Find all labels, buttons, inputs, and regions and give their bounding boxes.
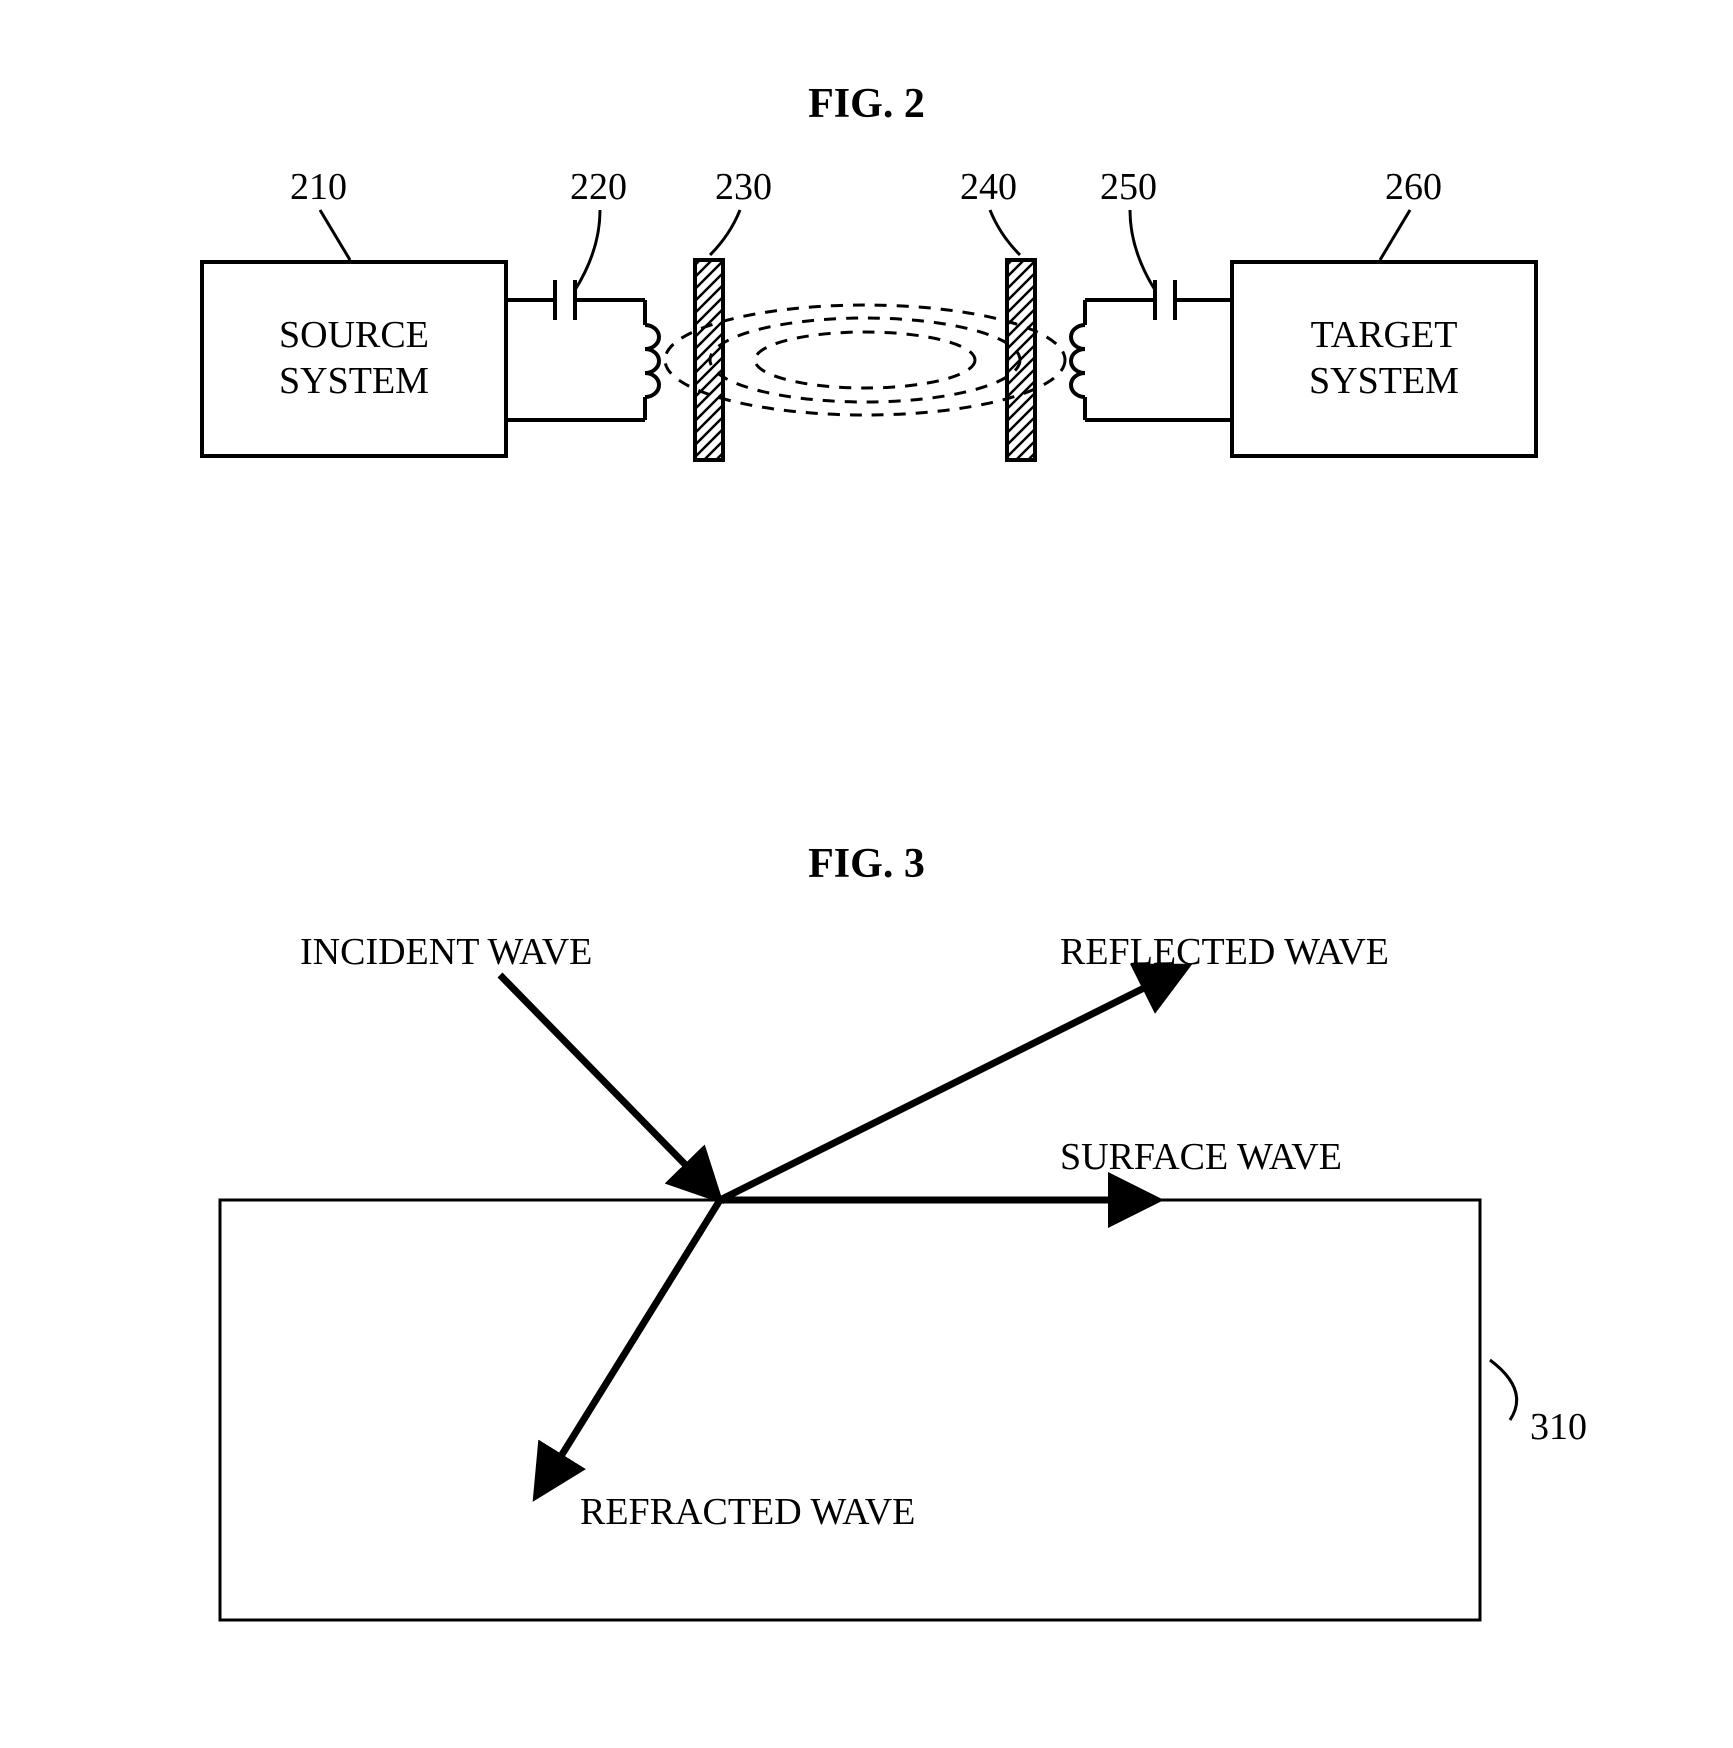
refracted-wave-label: REFRACTED WAVE xyxy=(580,1490,915,1534)
ref-310: 310 xyxy=(1530,1405,1587,1449)
reflected-wave-label: REFLECTED WAVE xyxy=(1060,930,1389,974)
incident-wave-label: INCIDENT WAVE xyxy=(300,930,592,974)
surface-wave-label: SURFACE WAVE xyxy=(1060,1135,1342,1179)
fig3-diagram xyxy=(0,0,1733,1748)
